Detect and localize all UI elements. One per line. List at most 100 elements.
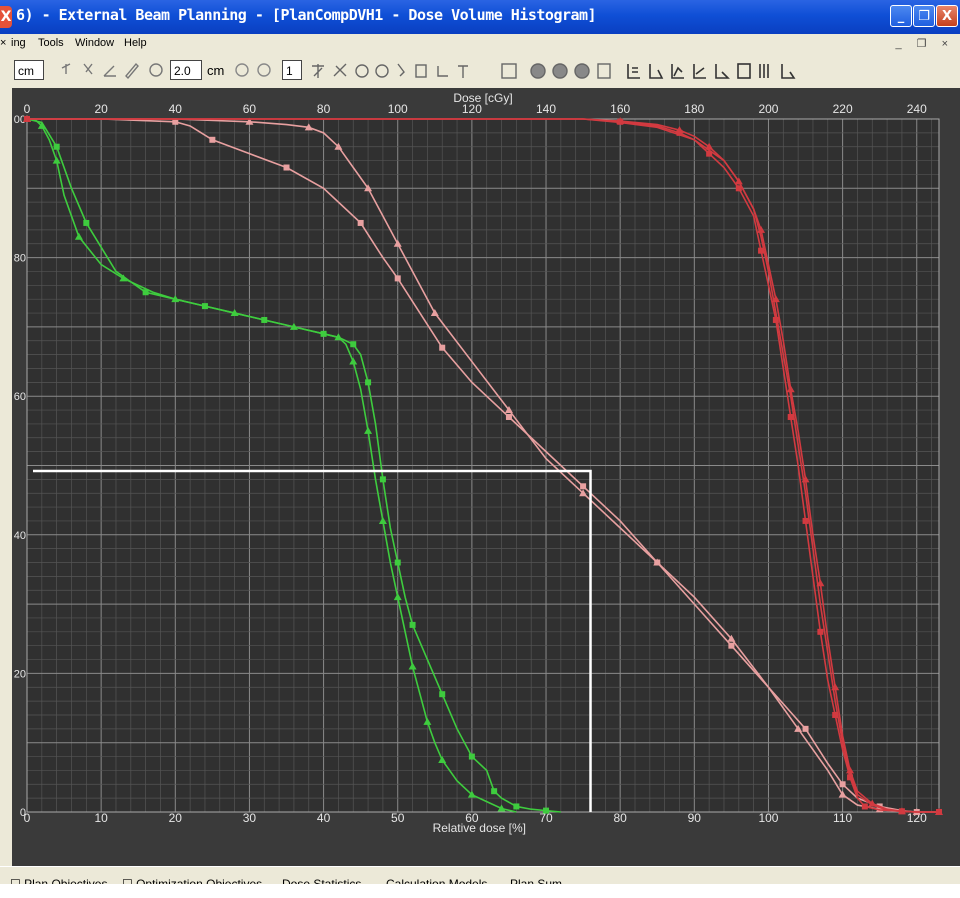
menu-item-help[interactable]: Help — [124, 37, 147, 49]
dvh-marker-square — [394, 559, 401, 566]
menu-item-tools[interactable]: Tools — [38, 37, 64, 49]
dvh-marker-square — [505, 413, 512, 420]
dvh-curve-green[interactable] — [26, 118, 561, 813]
dvh-marker-square — [772, 316, 779, 323]
angle-icon[interactable] — [103, 65, 116, 77]
tab-optimization-objectives[interactable]: ☐ Optimization Objectives — [122, 877, 263, 885]
tab-plan-objectives[interactable]: ☐ Plan Objectives — [10, 877, 108, 885]
dvh-cumulative-icon[interactable] — [649, 64, 664, 79]
maximize-button[interactable]: ❐ — [913, 5, 935, 27]
y-axis-tick-label: 20 — [14, 668, 26, 680]
sphere-3-icon[interactable] — [574, 63, 590, 79]
dvh-marker-triangle — [675, 126, 684, 134]
x-axis-tick-label: 40 — [317, 811, 331, 825]
graph-icon[interactable] — [437, 66, 448, 77]
rotate-icon[interactable] — [235, 63, 249, 77]
page-input[interactable]: 1 — [282, 60, 302, 80]
mdi-close-icon[interactable]: × — [0, 37, 7, 49]
minimize-button[interactable]: _ — [890, 5, 912, 27]
dvh-marker-triangle — [393, 239, 402, 247]
columns-icon[interactable] — [759, 64, 769, 78]
dvh-marker-square — [543, 807, 550, 814]
dvh-marker-square — [847, 774, 854, 781]
frame-icon[interactable] — [597, 63, 611, 79]
x-axis-tick-label: 90 — [688, 811, 702, 825]
target-icon[interactable] — [355, 64, 369, 78]
unit-label: cm — [207, 63, 225, 78]
menu-bar: × ing Tools Window Help _ ❐ × — [0, 34, 960, 54]
menu-item-window[interactable]: Window — [75, 37, 115, 49]
top-axis-tick-label: 160 — [610, 102, 630, 116]
x-axis-tick-label: 30 — [243, 811, 257, 825]
sphere-alt-icon[interactable] — [552, 63, 568, 79]
dvh-marker-square — [580, 483, 587, 490]
doc-icon[interactable] — [415, 64, 427, 78]
top-axis-tick-label: 80 — [317, 102, 331, 116]
toolbar-icons-group-1 — [61, 62, 163, 80]
dvh-marker-square — [350, 341, 357, 348]
dvh-icon[interactable] — [627, 64, 640, 79]
system-menu-icon[interactable]: X — [0, 6, 12, 28]
y-axis-tick-label: 80 — [14, 253, 26, 265]
dvh-marker-triangle — [846, 766, 855, 774]
table-icon[interactable] — [737, 63, 751, 79]
measure-icon[interactable] — [83, 63, 93, 75]
pen-icon[interactable] — [125, 62, 139, 80]
menu-item-planning[interactable]: ing — [11, 37, 26, 49]
dvh-marker-triangle — [74, 232, 83, 240]
tee-icon[interactable] — [458, 65, 468, 78]
top-axis-tick-label: 100 — [388, 102, 408, 116]
y-axis-tick-label: 00 — [14, 114, 26, 126]
title-bar: X 6) - External Beam Planning - [PlanCom… — [0, 0, 960, 34]
dvh-marker-triangle — [504, 406, 513, 414]
shape-icon[interactable] — [333, 63, 347, 77]
dvh-curve-green[interactable] — [27, 118, 517, 813]
top-axis-tick-label: 200 — [758, 102, 778, 116]
y-axis-tick-label: 60 — [14, 391, 26, 403]
unit-field[interactable]: cm — [14, 60, 44, 80]
top-axis-tick-label: 120 — [462, 102, 482, 116]
x-axis-tick-label: 70 — [539, 811, 553, 825]
dvh-marker-square — [491, 788, 498, 795]
tab-calculation-models[interactable]: Calculation Models — [386, 877, 488, 885]
zoom-icon[interactable] — [149, 63, 163, 77]
dvh-marker-square — [758, 247, 765, 254]
dvh-marker-triangle — [304, 123, 313, 131]
dvh-marker-square — [468, 753, 475, 760]
tab-dose-statistics[interactable]: Dose Statistics — [282, 877, 362, 885]
tab-plan-sum[interactable]: Plan Sum — [510, 877, 563, 885]
cursor-icon[interactable] — [397, 63, 405, 77]
top-axis-tick-label: 180 — [684, 102, 704, 116]
dvh-marker-triangle — [838, 790, 847, 798]
rotate-back-icon[interactable] — [257, 63, 271, 77]
dvh-marker-square — [839, 781, 846, 788]
target-alt-icon[interactable] — [375, 64, 389, 78]
dvh-curve-red[interactable] — [27, 118, 939, 813]
dvh-marker-square — [172, 118, 179, 125]
dvh-marker-square — [357, 219, 364, 226]
top-axis-tick-label: 0 — [24, 102, 31, 116]
dvh-plan-icon[interactable] — [715, 64, 730, 79]
bottom-margin — [0, 884, 960, 898]
dvh-marker-square — [53, 143, 60, 150]
close-button[interactable]: X — [936, 5, 958, 27]
dvh-differential-icon[interactable] — [671, 64, 684, 79]
dvh-marker-triangle — [497, 804, 506, 812]
dvh-marker-triangle — [408, 662, 417, 670]
mdi-window-buttons[interactable]: _ ❐ × — [895, 38, 954, 50]
x-axis-label: Relative dose [%] — [433, 821, 526, 835]
dvh-marker-triangle — [378, 516, 387, 524]
top-axis-tick-label: 20 — [94, 102, 108, 116]
dvh-compare-icon[interactable] — [693, 64, 706, 79]
snap-icon[interactable] — [61, 63, 71, 74]
dvh-marker-triangle — [653, 558, 662, 566]
sphere-icon[interactable] — [530, 63, 546, 79]
dvh-export-icon[interactable] — [781, 64, 796, 79]
dvh-marker-triangle — [245, 117, 254, 125]
dvh-marker-square — [861, 803, 868, 810]
view-icon[interactable] — [501, 63, 517, 79]
thickness-input[interactable]: 2.0 — [170, 60, 202, 80]
beam-icon[interactable] — [312, 64, 324, 78]
dvh-marker-triangle — [438, 756, 447, 764]
